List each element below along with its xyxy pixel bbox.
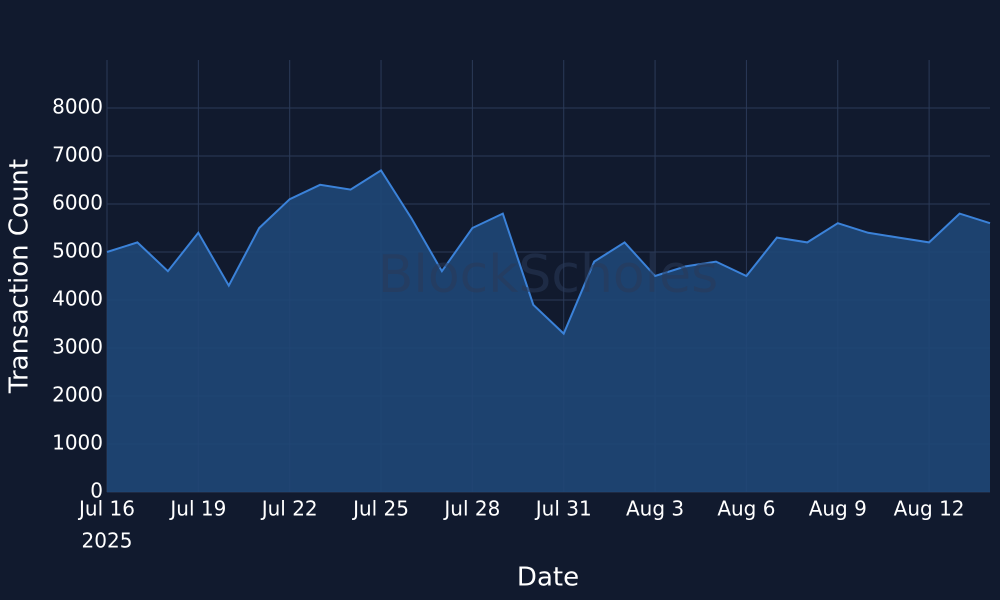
x-tick-label: Aug 3 <box>626 497 684 521</box>
y-tick-label: 0 <box>90 479 103 503</box>
y-tick-label: 3000 <box>52 335 103 359</box>
marks-layer <box>106 169 991 492</box>
x-tick-label: Jul 28 <box>442 497 500 521</box>
x-tick-label: Jul 19 <box>168 497 226 521</box>
x-year-label: 2025 <box>82 529 133 553</box>
line <box>106 169 991 336</box>
x-tick-label: Jul 31 <box>534 497 592 521</box>
y-tick-label: 4000 <box>52 287 103 311</box>
y-tick-label: 8000 <box>52 95 103 119</box>
y-tick-label: 1000 <box>52 431 103 455</box>
area-fill <box>107 170 990 492</box>
x-tick-label: Jul 25 <box>351 497 409 521</box>
x-tick-label: Aug 9 <box>809 497 867 521</box>
x-tick-label: Jul 16 <box>77 497 135 521</box>
y-tick-label: 6000 <box>52 191 103 215</box>
y-tick-label: 5000 <box>52 239 103 263</box>
x-tick-label: Jul 22 <box>260 497 318 521</box>
x-tick-label: Aug 6 <box>717 497 775 521</box>
y-tick-label: 7000 <box>52 143 103 167</box>
x-tick-label: Aug 12 <box>894 497 965 521</box>
x-axis-title: Date <box>517 563 579 593</box>
labels-layer: 0 1000 2000 3000 4000 5000 6000 7000 8000 Jul 16 J… <box>52 95 964 553</box>
y-tick-label: 2000 <box>52 383 103 407</box>
watermark: BlockScholes <box>378 245 719 305</box>
y-axis-title: Transaction Count <box>5 159 35 394</box>
